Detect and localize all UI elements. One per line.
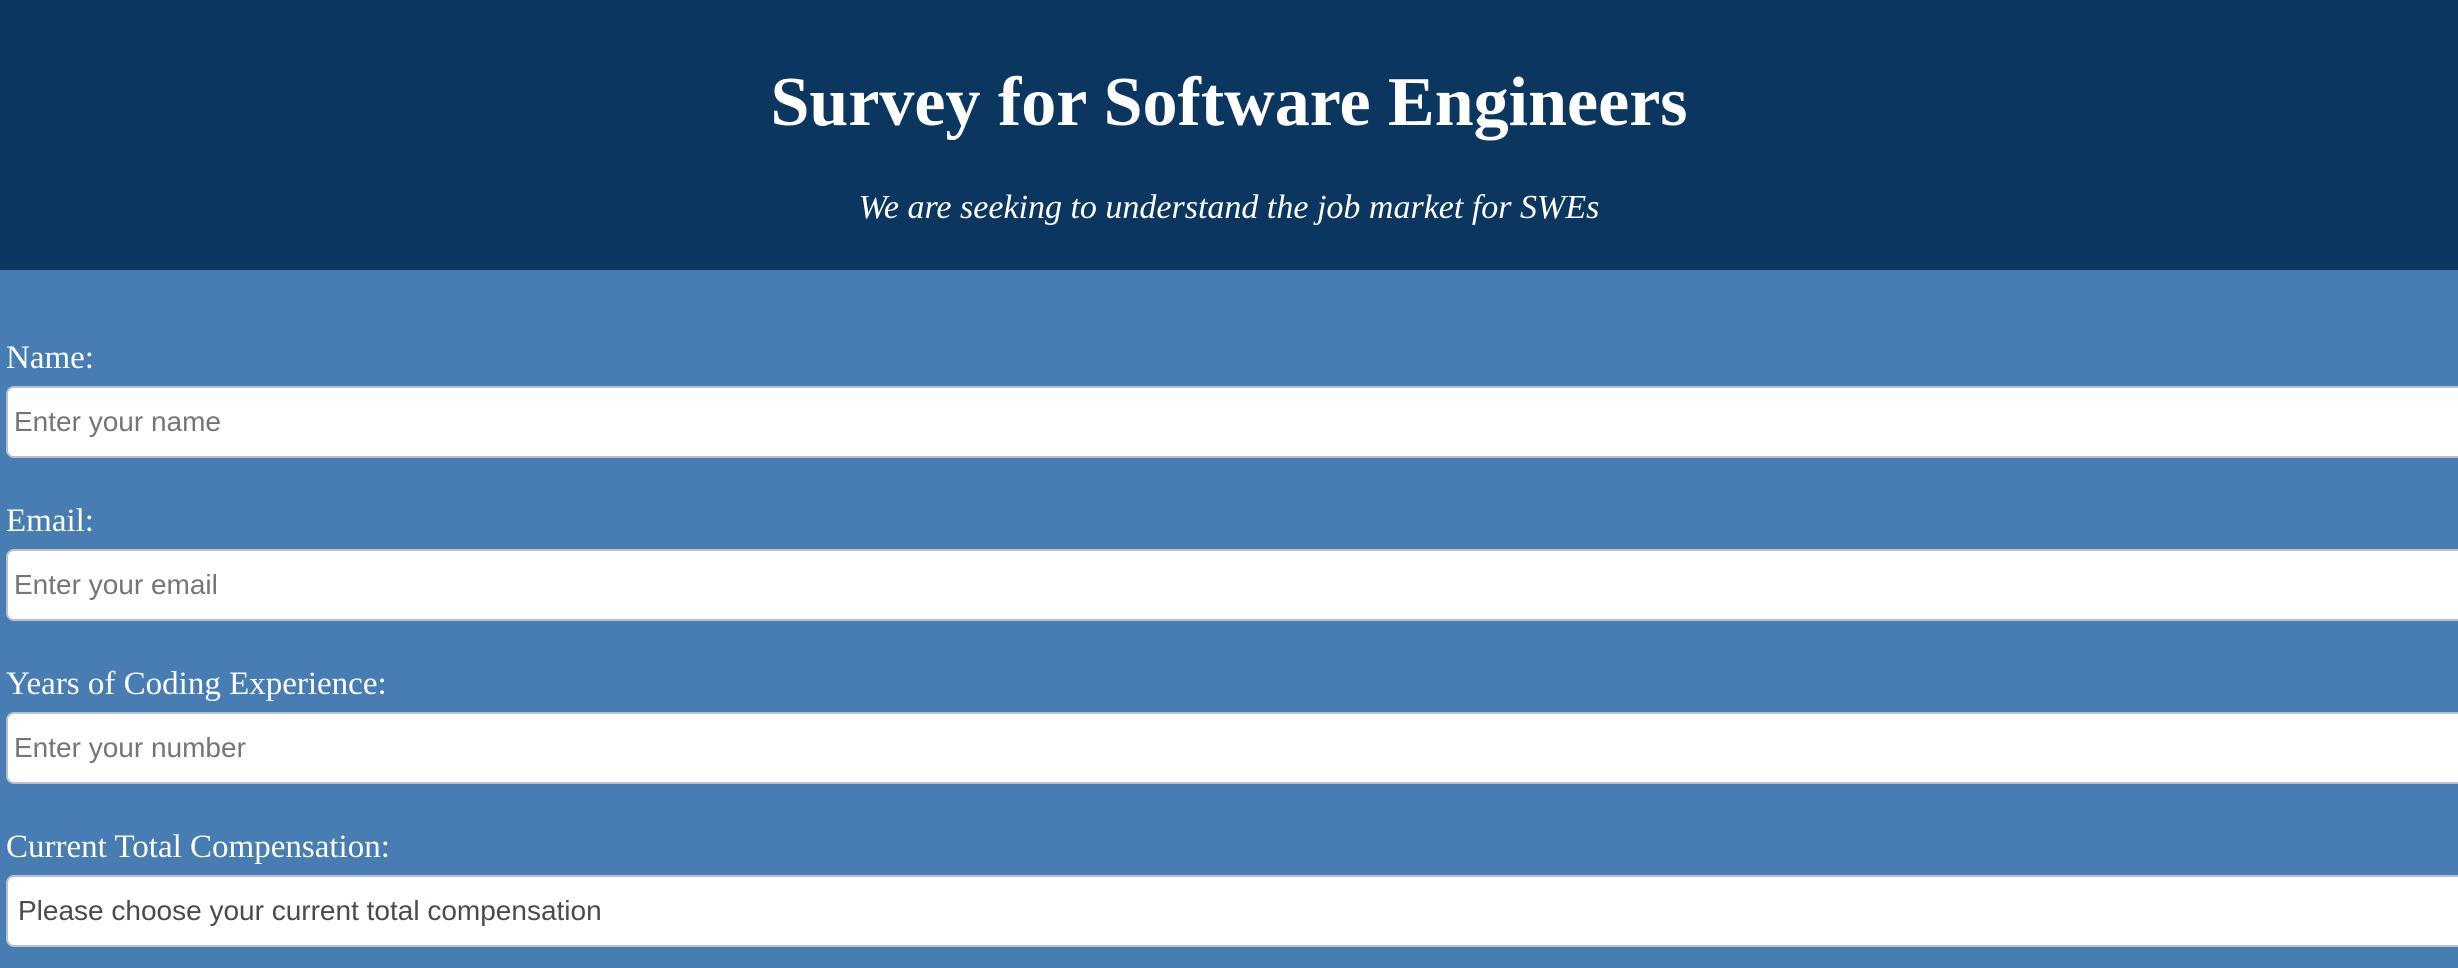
name-input[interactable] <box>6 386 2458 458</box>
experience-input[interactable] <box>6 712 2458 784</box>
survey-header: Survey for Software Engineers We are see… <box>0 0 2458 270</box>
survey-form: Name: Email: Years of Coding Experience:… <box>0 270 2458 968</box>
compensation-dropdown[interactable]: Please choose your current total compens… <box>6 875 2458 947</box>
name-label: Name: <box>6 340 94 376</box>
page-description: We are seeking to understand the job mar… <box>858 189 1600 226</box>
page-title: Survey for Software Engineers <box>770 64 1688 141</box>
experience-label: Years of Coding Experience: <box>6 666 387 702</box>
email-input[interactable] <box>6 549 2458 621</box>
email-label: Email: <box>6 503 94 539</box>
compensation-label: Current Total Compensation: <box>6 829 390 865</box>
